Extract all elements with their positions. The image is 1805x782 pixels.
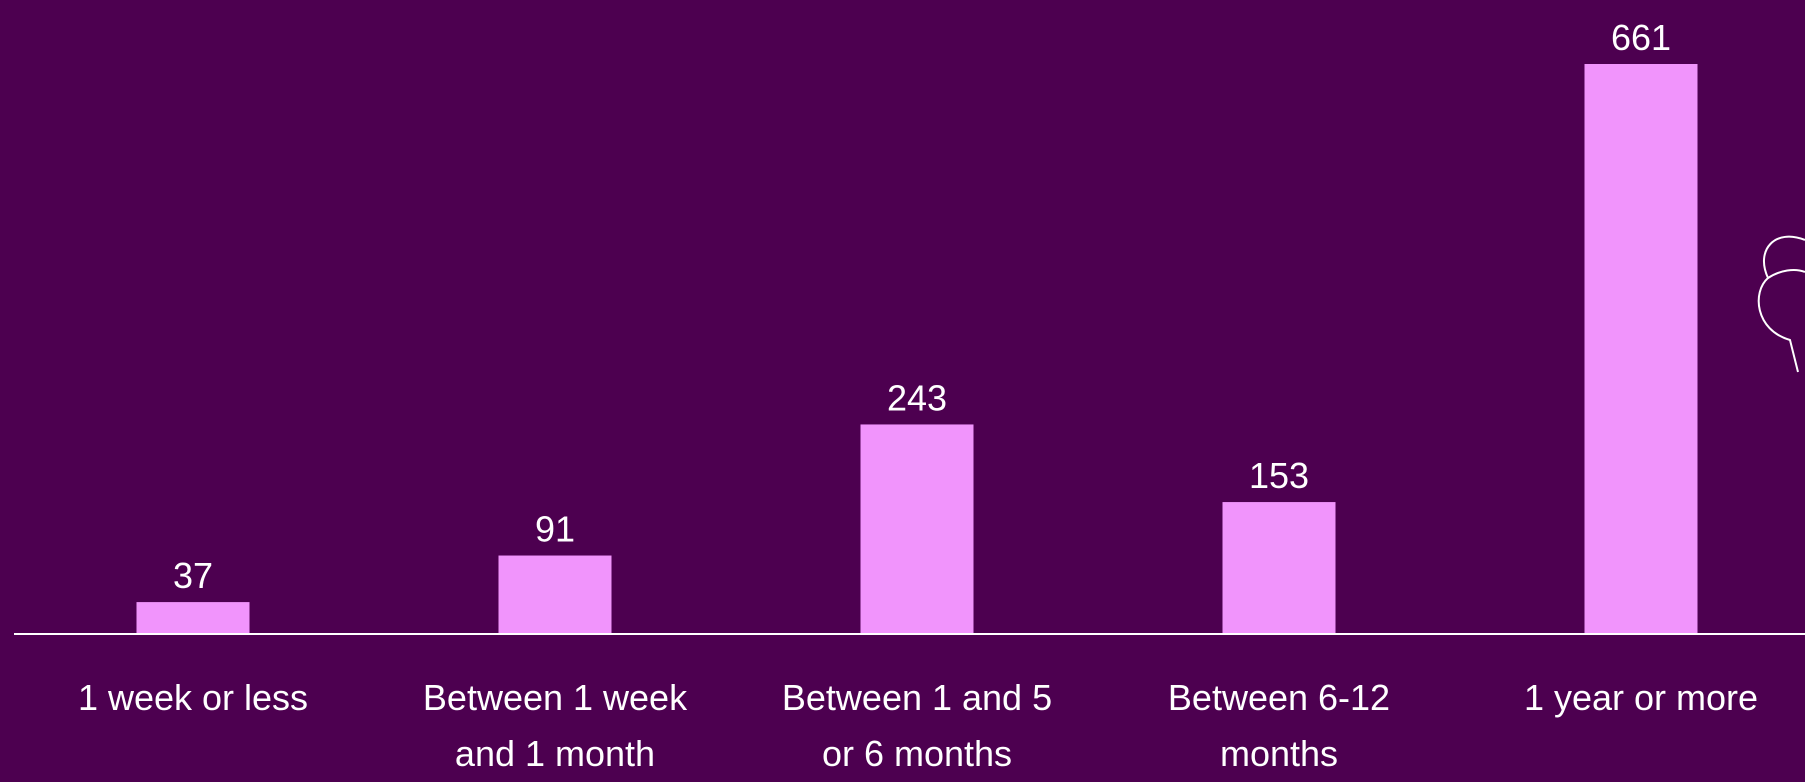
value-label: 153	[1249, 455, 1309, 496]
bar	[1222, 502, 1336, 634]
x-tick-label: Between 1 week and 1 month	[422, 677, 688, 774]
value-label: 243	[887, 377, 947, 418]
x-tick-label: Between 6-12 months	[1167, 677, 1391, 774]
bar	[860, 424, 974, 634]
cloud-decoration	[1757, 235, 1805, 373]
x-tick-label: Between 1 and 5 or 6 months	[781, 677, 1053, 774]
value-label: 661	[1611, 17, 1671, 58]
bar	[498, 555, 612, 634]
value-label: 37	[173, 555, 213, 596]
x-tick-label: 1 week or less	[77, 677, 309, 718]
value-label: 91	[535, 509, 575, 550]
bar	[136, 602, 250, 634]
bar	[1584, 64, 1698, 634]
x-tick-label: 1 year or more	[1523, 677, 1759, 718]
